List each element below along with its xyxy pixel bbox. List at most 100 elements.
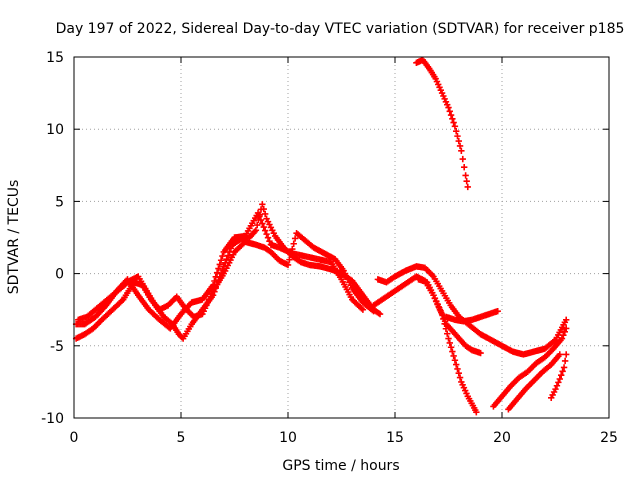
data-point (444, 330, 451, 337)
data-point (464, 183, 471, 191)
series-track-10 (548, 351, 570, 401)
data-point (263, 230, 270, 238)
data-point (209, 281, 217, 289)
data-point (359, 306, 367, 313)
y-tick-label: -10 (41, 411, 64, 427)
data-point (560, 332, 567, 339)
x-tick-label: 0 (70, 430, 79, 446)
series-track-3 (72, 209, 367, 332)
data-point (211, 277, 218, 285)
data-point (213, 269, 221, 276)
data-point (558, 371, 565, 379)
data-point (563, 316, 570, 324)
data-point (462, 172, 469, 179)
series-track-5 (374, 263, 570, 358)
data-point (556, 351, 563, 358)
data-point (376, 310, 384, 318)
series-track-8 (490, 325, 570, 410)
series-track-9 (505, 351, 563, 413)
data-point (375, 309, 382, 317)
data-point (291, 235, 299, 242)
x-axis-label: GPS time / hours (282, 458, 399, 474)
data-point (561, 328, 568, 336)
data-point (212, 273, 219, 281)
data-point (451, 357, 459, 364)
data-point (558, 335, 566, 342)
y-tick-label: 10 (46, 122, 64, 138)
data-point (560, 364, 568, 371)
data-point (261, 227, 269, 234)
data-point (450, 119, 457, 126)
data-point (449, 348, 456, 355)
chart-title: Day 197 of 2022, Sidereal Day-to-day VTE… (56, 21, 625, 37)
data-point (370, 307, 377, 315)
data-point (455, 137, 462, 145)
data-point (260, 205, 267, 213)
x-tick-label: 5 (177, 430, 186, 446)
data-point (253, 221, 261, 229)
x-tick-label: 20 (493, 430, 511, 446)
data-point (456, 374, 464, 381)
grid (74, 57, 609, 418)
x-tick-label: 15 (386, 430, 404, 446)
data-point (446, 108, 453, 115)
data-point (224, 252, 232, 259)
y-tick-label: 5 (55, 194, 64, 210)
data-point (260, 223, 267, 231)
data-point (266, 237, 273, 245)
data-point (223, 255, 230, 263)
y-tick-label: -5 (50, 339, 64, 355)
y-tick-label: 15 (46, 50, 64, 66)
data-point (261, 210, 269, 218)
data-point (259, 220, 266, 227)
data-point (445, 104, 452, 111)
data-point (286, 256, 293, 263)
data-point (456, 142, 464, 150)
data-point (460, 164, 468, 171)
data-point (257, 216, 265, 224)
data-point (445, 335, 452, 342)
data-point (215, 265, 222, 272)
data-point (553, 382, 561, 389)
data-point (477, 349, 484, 357)
data-point (473, 409, 480, 416)
x-tick-label: 10 (279, 430, 297, 446)
data-marks (72, 56, 570, 416)
data-point (252, 227, 260, 234)
data-point (563, 351, 570, 358)
data-point (555, 379, 562, 386)
data-point (559, 368, 566, 375)
data-point (264, 234, 272, 241)
data-point (446, 339, 453, 347)
data-point (256, 213, 263, 220)
axis-ticks: 0 5 10 15 20 25 -10 -5 0 5 10 15 (41, 50, 618, 446)
data-point (563, 325, 570, 332)
data-point (453, 361, 460, 368)
data-point (455, 370, 462, 377)
data-point (447, 111, 455, 119)
data-point (449, 115, 456, 123)
y-axis-label: SDTVAR / TECUs (6, 180, 22, 295)
data-point (451, 123, 459, 130)
data-point (454, 365, 461, 373)
data-point (450, 352, 457, 360)
plot-frame (73, 56, 610, 419)
y-tick-label: 0 (55, 267, 64, 283)
data-point (556, 375, 563, 383)
data-point (254, 209, 262, 217)
data-point (453, 128, 460, 135)
data-point (259, 201, 266, 208)
x-tick-label: 25 (600, 430, 618, 446)
data-point (494, 307, 501, 315)
data-point (561, 357, 569, 365)
data-point (290, 240, 297, 247)
series-track-2 (72, 229, 377, 342)
data-point (463, 177, 470, 185)
data-point (447, 344, 455, 351)
data-point (454, 132, 461, 140)
series-track-6 (415, 276, 484, 357)
data-point (459, 155, 466, 163)
data-point (219, 252, 226, 260)
data-point (458, 147, 465, 155)
